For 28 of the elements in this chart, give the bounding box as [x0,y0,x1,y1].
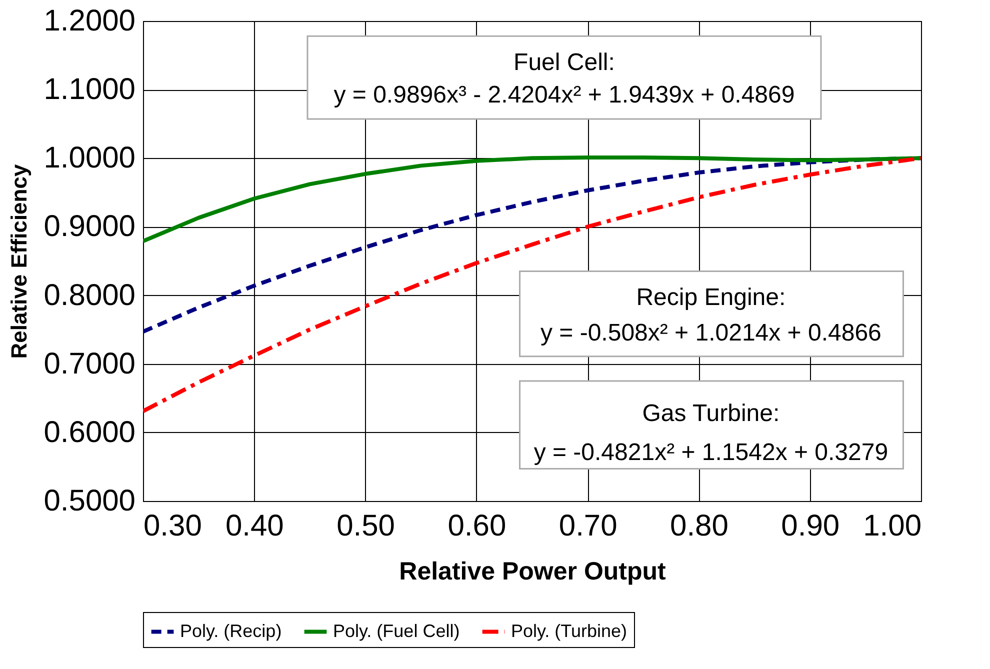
x-tick-label: 1.00 [863,510,922,542]
y-tick-label: 0.9000 [44,210,136,244]
x-tick-label: 0.60 [448,510,506,542]
y-tick-label: 0.8000 [44,278,136,312]
legend-label: Poly. (Fuel Cell) [333,620,460,641]
x-tick-label: 0.80 [670,510,728,542]
y-tick-label: 1.0000 [44,142,136,175]
annotation: y = -0.508x² + 1.0214x + 0.4866 [540,320,882,347]
y-axis-title: Relative Efficiency [6,164,32,359]
y-tick-label: 0.7000 [44,347,136,380]
x-tick-label: 0.70 [558,510,618,542]
y-tick-label: 1.2000 [44,4,136,38]
line-series [143,155,921,244]
x-axis-title: Relative Power Output [399,558,667,586]
y-tick-label: 0.6000 [44,416,136,449]
y-tick-label: 0.5000 [44,484,136,518]
annotation: y = -0.4821x² + 1.1542x + 0.3279 [534,439,888,466]
x-tick-label: 0.30 [144,510,202,542]
annotation: y = 0.9896x³ - 2.4204x² + 1.9439x + 0.4869 [334,82,795,109]
legend-label: Poly. (Recip) [180,620,282,641]
x-tick-label: 0.40 [225,510,284,542]
x-tick-label: 0.90 [781,510,840,542]
annotation: Fuel Cell: [514,48,615,76]
annotation: Gas Turbine: [642,400,780,427]
y-tick-label: 1.1000 [44,73,136,106]
legend-label: Poly. (Turbine) [511,620,628,641]
annotation: Recip Engine: [636,284,786,312]
x-tick-label: 0.50 [336,510,395,542]
